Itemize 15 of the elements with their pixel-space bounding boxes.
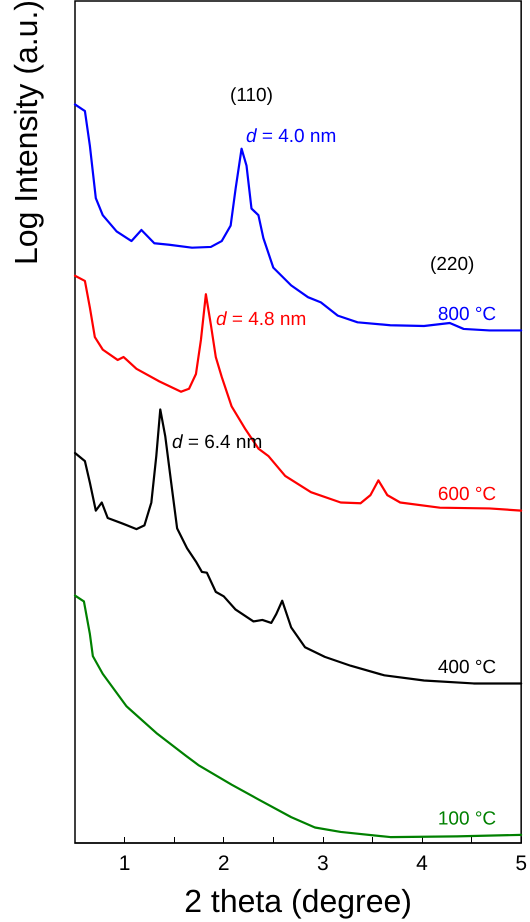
y-axis-title: Log Intensity (a.u.) — [8, 0, 44, 266]
x-tick-label: 2 — [218, 852, 230, 875]
series-label: 600 °C — [438, 484, 496, 506]
x-tick-label: 5 — [515, 852, 528, 875]
x-axis-title: 2 theta (degree) — [184, 883, 412, 919]
series-label: 100 °C — [438, 808, 496, 830]
annotation: (110) — [230, 85, 273, 106]
x-tick-label: 1 — [118, 852, 130, 875]
x-tick-label: 4 — [416, 852, 428, 875]
series-label: 400 °C — [438, 656, 496, 678]
annotation: d = 4.0 nm — [246, 126, 336, 147]
annotation: (220) — [430, 254, 474, 275]
x-tick-label: 3 — [317, 852, 329, 875]
series-label: 800 °C — [438, 304, 496, 325]
annotation: d = 4.8 nm — [216, 309, 306, 330]
